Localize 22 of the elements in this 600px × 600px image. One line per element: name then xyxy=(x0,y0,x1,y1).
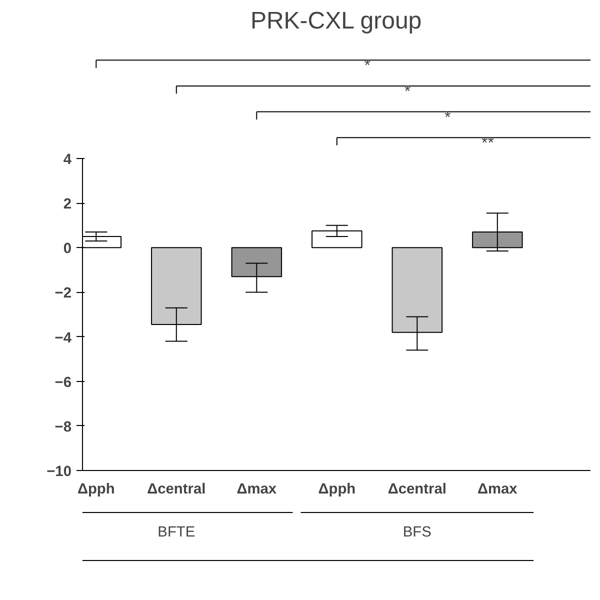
y-tick-label: 4 xyxy=(63,152,72,168)
x-tick-label: Δpph xyxy=(318,482,356,498)
y-tick-label: 2 xyxy=(63,196,72,213)
y-tick-label: −10 xyxy=(46,464,72,480)
x-tick-label: Δpph xyxy=(77,482,115,498)
y-tick-label: −4 xyxy=(54,330,72,346)
y-tick-label: −8 xyxy=(54,419,72,436)
x-tick-label: Δcentral xyxy=(147,482,206,498)
text: * xyxy=(444,109,451,126)
text: BFTE xyxy=(158,524,196,540)
text: * xyxy=(404,83,411,100)
chart-title: PRK-CXL group xyxy=(250,8,422,34)
text: * xyxy=(364,58,371,75)
x-tick-label: Δmax xyxy=(477,482,518,498)
y-tick-label: −2 xyxy=(54,286,72,302)
y-tick-label: −6 xyxy=(54,374,72,391)
bar xyxy=(312,230,362,248)
x-tick-label: Δmax xyxy=(236,482,278,498)
y-tick-label: 0 xyxy=(63,241,72,258)
text: BFS xyxy=(402,524,432,540)
x-tick-label: Δcentral xyxy=(388,482,446,498)
text: ** xyxy=(482,135,494,152)
